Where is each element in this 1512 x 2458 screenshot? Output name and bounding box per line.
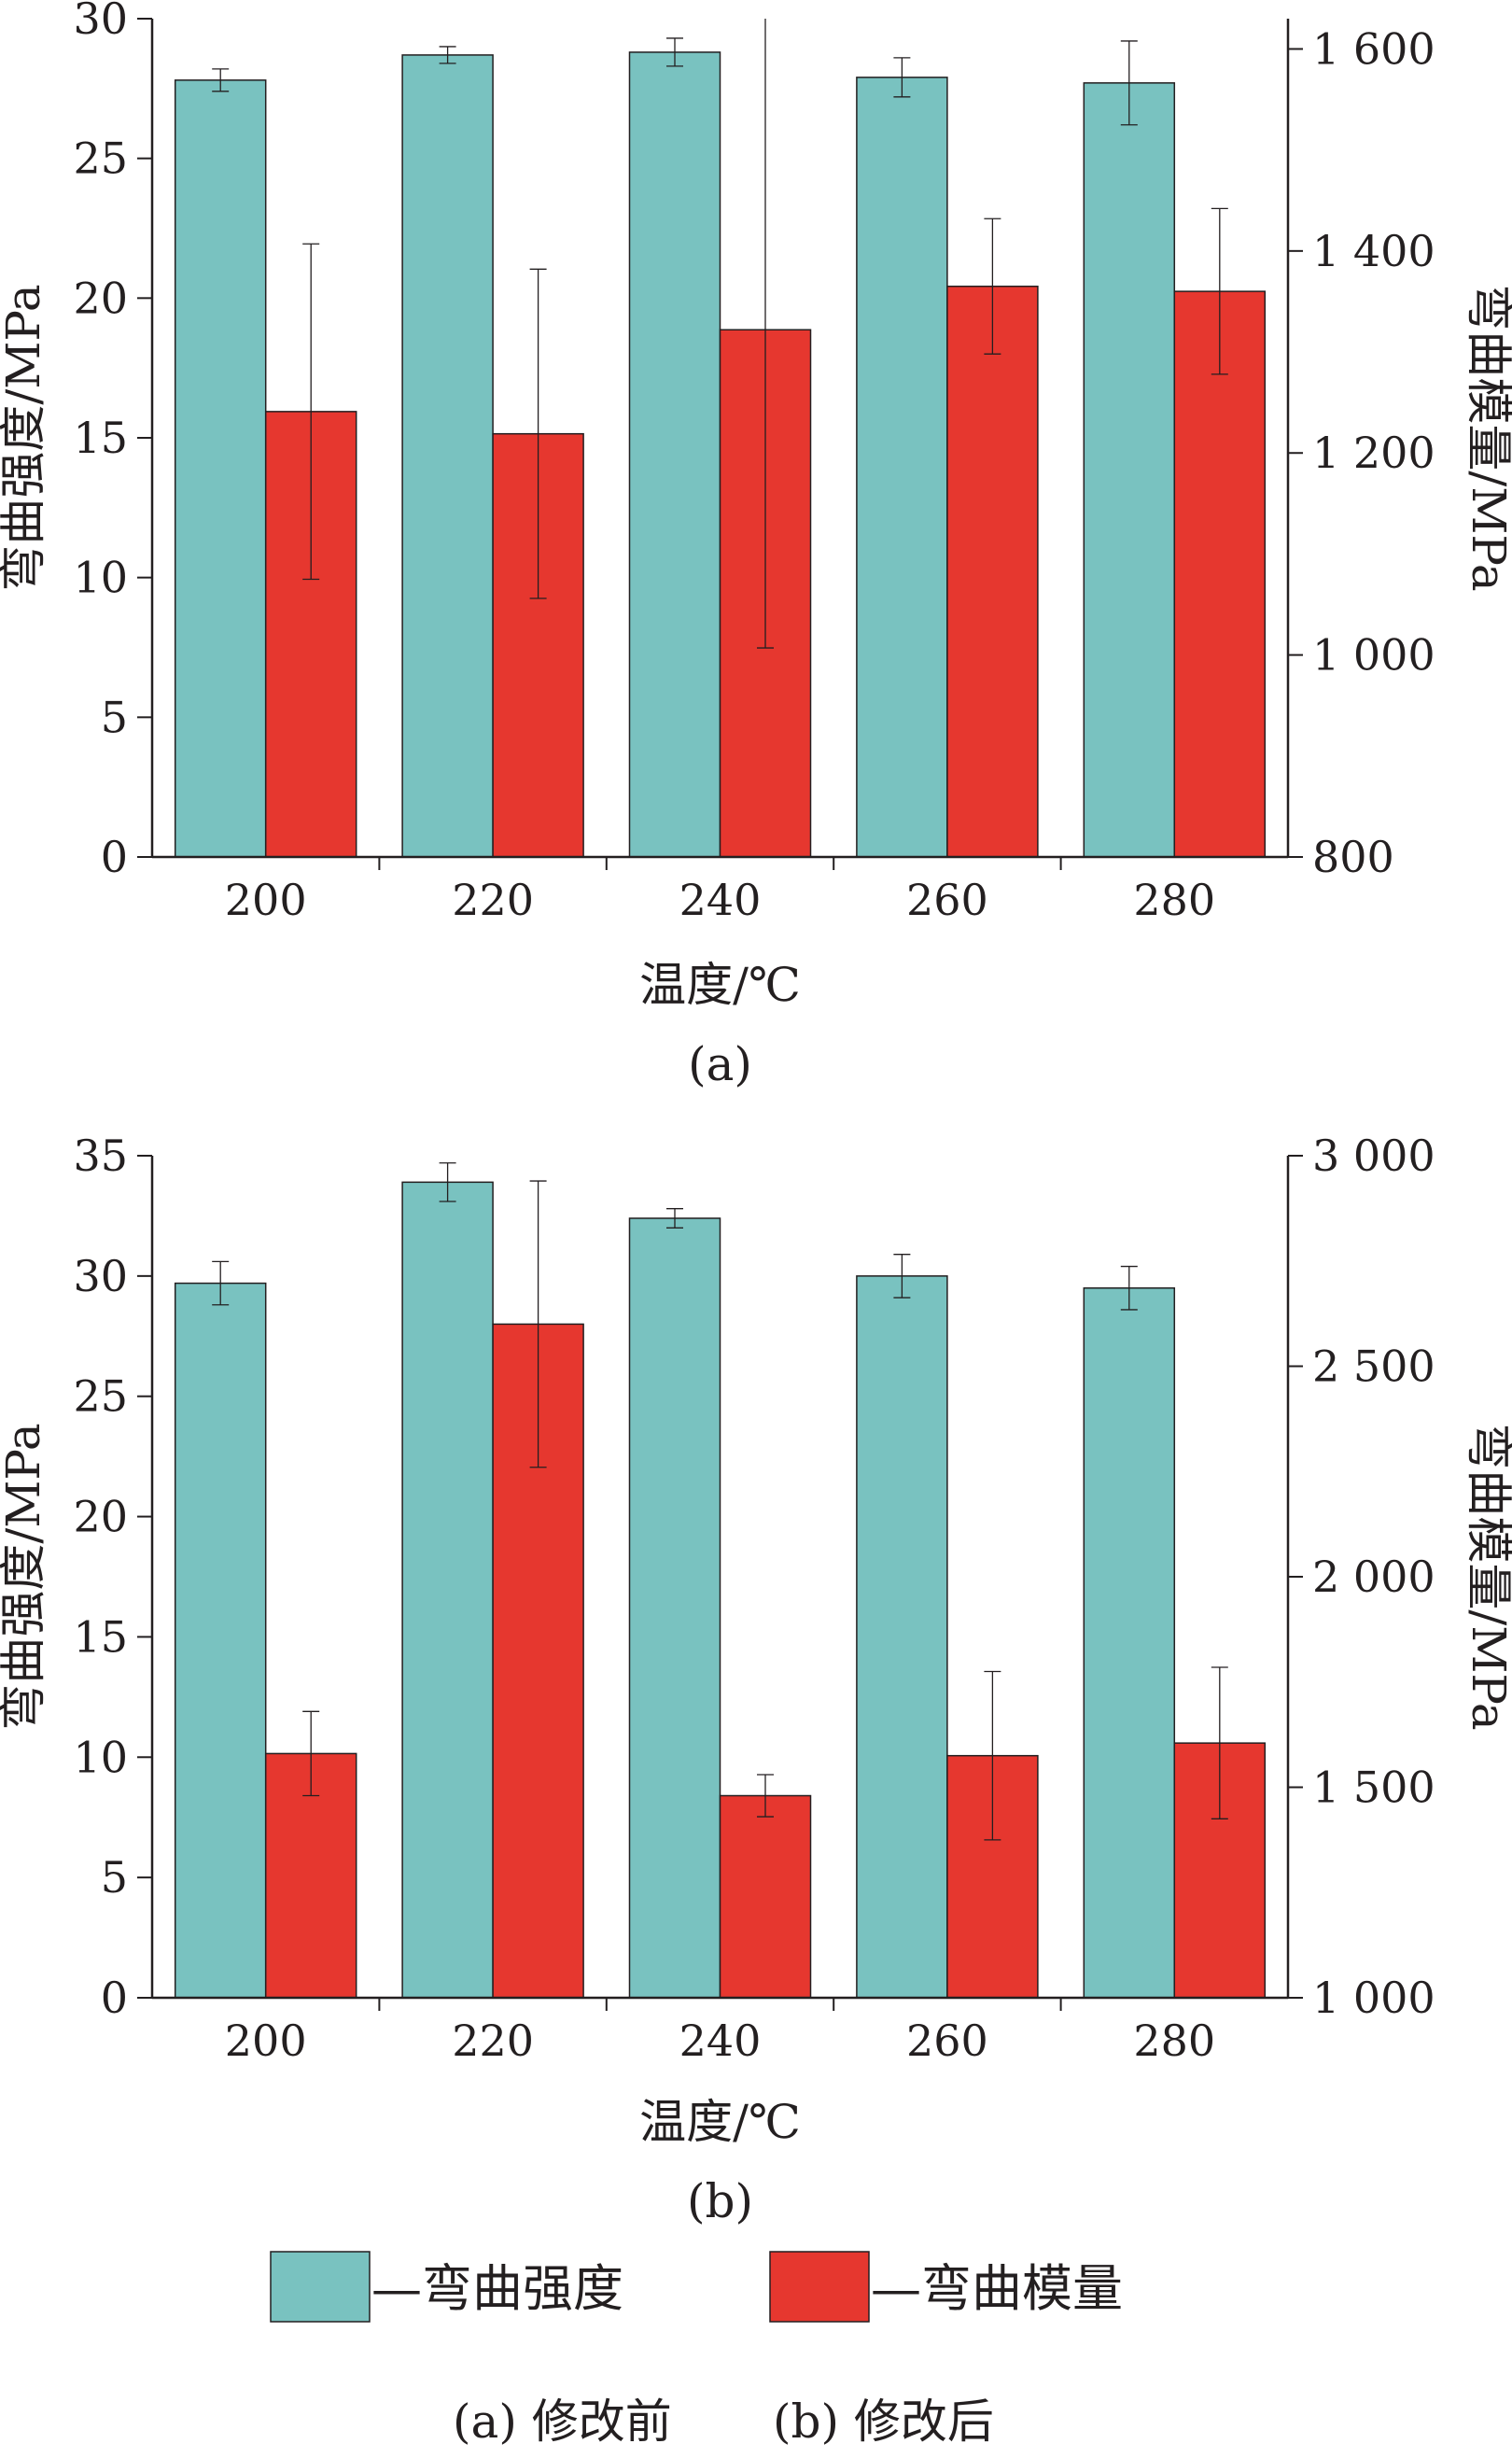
legend-label-strength: —弯曲强度 [371,2259,623,2318]
y2-tick-label: 1 000 [1312,1973,1435,2023]
legend-swatch-modulus [769,2251,870,2323]
bar-modulus [1173,290,1267,858]
y-tick-label: 10 [73,553,128,603]
y2-tick-label: 2 000 [1312,1552,1435,1602]
y-tick-label: 30 [73,1251,128,1301]
chart-a: 0 5 10 15 20 25 30 800 1 000 1 200 1 400 1 600 200 22… [0,0,1512,1091]
y2-tick-label: 1 200 [1312,428,1435,478]
legend-swatch-strength [270,2251,371,2323]
x-tick-label: 260 [906,875,988,925]
y-tick-label: 15 [73,1611,128,1662]
bar-strength [856,1275,948,1999]
x-tick-label: 280 [1133,875,1215,925]
y2-tick-label: 800 [1312,832,1394,882]
bar-strength [401,1181,494,1999]
y-tick-label: 20 [73,1492,128,1542]
figure-note: (a) 修改前 (b) 修改后 [453,2395,994,2449]
y-tick-label: 0 [101,1973,128,2023]
x-tick-label: 220 [452,875,534,925]
x-tick-label: 200 [225,2016,307,2066]
y2-tick-label: 1 400 [1312,226,1435,276]
legend: —弯曲强度 —弯曲模量 [270,2251,1123,2323]
y-tick-label: 25 [73,133,128,184]
y-tick-label: 30 [73,0,128,44]
bar-modulus [719,1794,812,1999]
y-axis-title: 弯曲强度/MPa [0,1423,50,1730]
y-tick-label: 20 [73,273,128,323]
y2-tick-label: 2 500 [1312,1341,1435,1392]
y2-tick-label: 1 500 [1312,1763,1435,1813]
note-after: (b) 修改后 [773,2395,994,2449]
legend-label-modulus: —弯曲模量 [871,2259,1123,2318]
y-tick-label: 25 [73,1371,128,1422]
y-tick-label: 35 [73,1131,128,1181]
bar-strength [401,54,494,858]
y2-tick-label: 3 000 [1312,1131,1435,1181]
bar-strength [1083,1286,1176,1999]
bar-strength [174,1282,267,1999]
x-tick-label: 240 [679,875,762,925]
x-axis-title: 温度/℃ [639,958,801,1012]
note-before: (a) 修改前 [453,2395,672,2449]
y2-tick-label: 1 600 [1312,23,1435,74]
chart-caption: (a) [688,1037,752,1091]
y2-axis-title: 弯曲模量/MPa [1462,284,1512,591]
x-tick-label: 240 [679,2016,762,2066]
chart-caption: (b) [687,2174,753,2228]
x-axis-title: 温度/℃ [639,2095,801,2149]
bar-strength [174,79,267,858]
bar-strength [628,1217,721,1999]
bar-strength [628,51,721,858]
y-tick-label: 15 [73,413,128,463]
chart-b: 0 5 10 15 20 25 30 35 1 000 1 500 2 000 2 500 3 000 2… [0,1131,1512,2228]
x-tick-label: 280 [1133,2016,1215,2066]
bar-strength [856,77,948,858]
y-tick-label: 5 [101,1852,128,1903]
x-tick-label: 220 [452,2016,534,2066]
bar-strength [1083,82,1176,858]
x-tick-label: 260 [906,2016,988,2066]
y-tick-label: 5 [101,692,128,742]
y-axis-title: 弯曲强度/MPa [0,284,50,591]
x-tick-label: 200 [225,875,307,925]
y-tick-label: 10 [73,1732,128,1782]
y2-tick-label: 1 000 [1312,630,1435,681]
bar-modulus [946,285,1039,858]
y-tick-label: 0 [101,832,128,882]
y2-axis-title: 弯曲模量/MPa [1462,1423,1512,1730]
